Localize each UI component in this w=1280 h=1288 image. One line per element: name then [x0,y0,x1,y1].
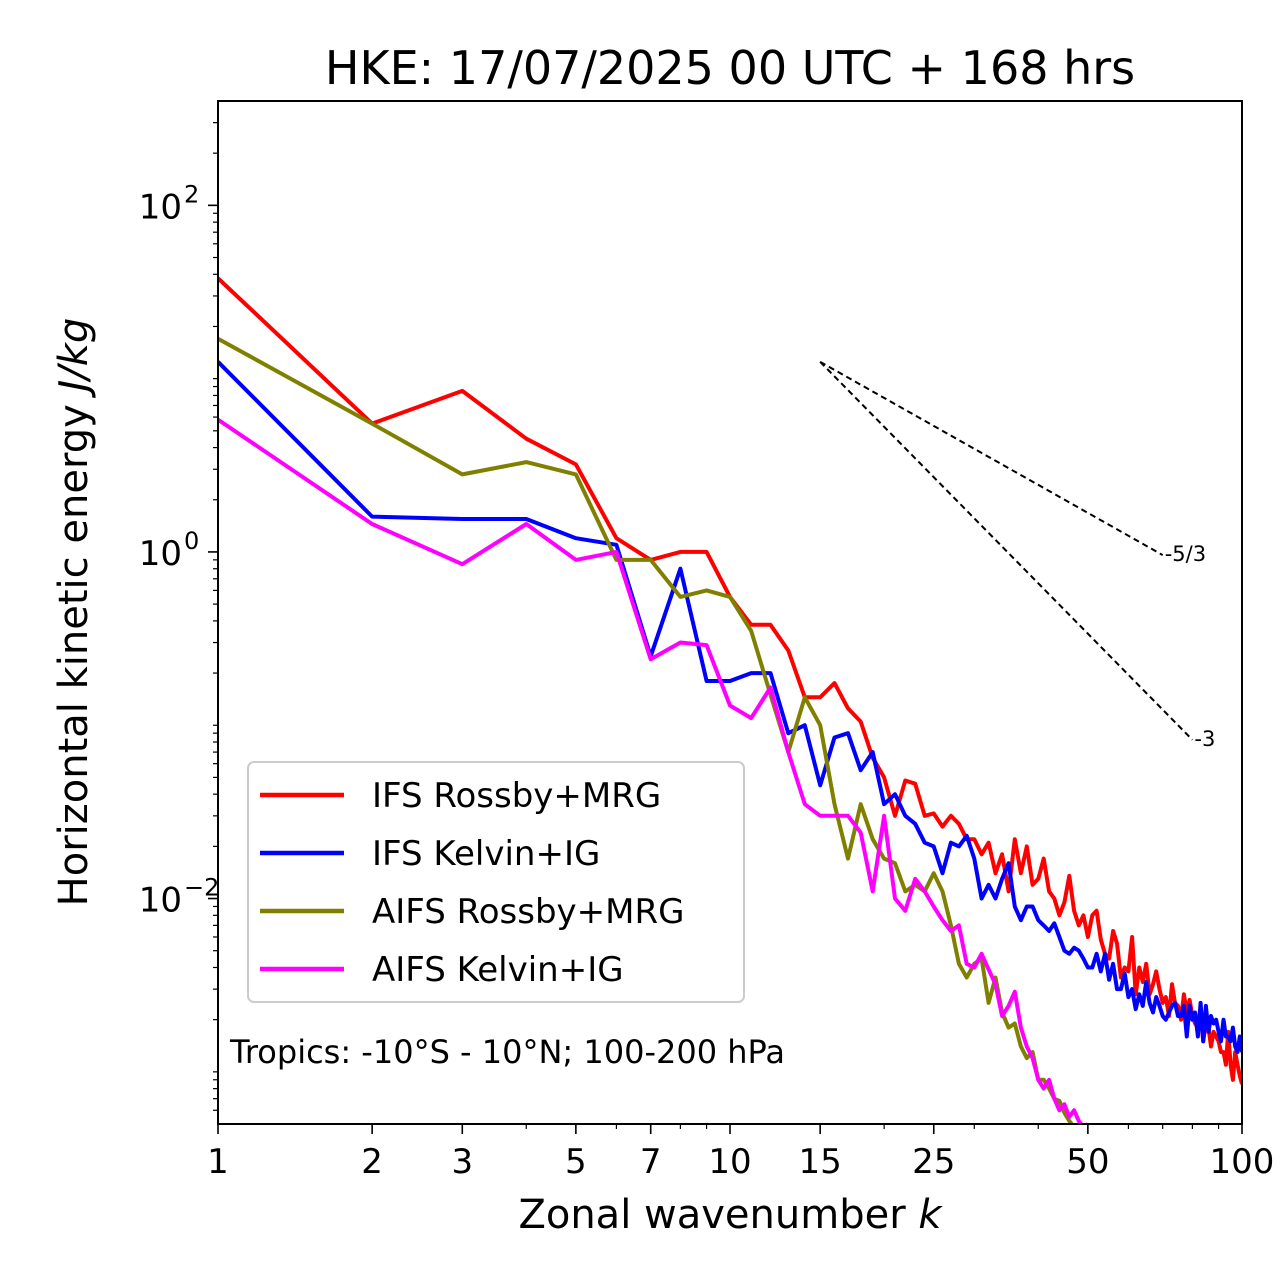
y-tick-exponent: 0 [184,527,199,555]
y-tick-label: 100 [139,527,200,574]
chart-title: HKE: 17/07/2025 00 UTC + 168 hrs [325,41,1135,95]
x-tick-label: 100 [1210,1142,1275,1182]
x-tick-label: 3 [451,1142,473,1182]
y-tick-base: 10 [139,187,182,227]
y-axis-label-unit: J/kg [51,318,97,399]
y-tick-label: 10−2 [139,874,220,921]
x-axis-label: Zonal wavenumber k [518,1192,943,1238]
legend-label: AIFS Kelvin+IG [372,950,624,990]
y-tick-exponent: 2 [184,180,199,208]
x-axis-label-variable: k [918,1192,943,1238]
series-line [218,417,1088,1124]
series-line [218,360,1242,1055]
y-tick-exponent: −2 [184,874,219,902]
reference-slope-lines: -5/3 -3 [819,360,1215,751]
y-tick-base: 10 [139,881,182,921]
x-tick-label: 25 [912,1142,955,1182]
x-tick-label: 1 [207,1142,229,1182]
region-annotation: Tropics: -10°S - 10°N; 100-200 hPa [229,1033,785,1071]
reference-line-label: -3 [1194,727,1215,751]
series-lines [218,276,1242,1124]
x-tick-label: 2 [361,1142,383,1182]
reference-line [819,360,1164,556]
legend-items: IFS Rossby+MRG IFS Kelvin+IG AIFS Rossby+M… [260,776,684,990]
x-tick-label: 5 [565,1142,587,1182]
reference-line-label: -5/3 [1165,542,1206,566]
legend-box [247,761,745,1003]
x-tick-label: 50 [1066,1142,1109,1182]
legend: IFS Rossby+MRG IFS Kelvin+IG AIFS Rossby+M… [247,761,745,1003]
y-axis-label: Horizontal kinetic energy J/kg [51,318,97,907]
reference-line [819,361,1194,741]
y-axis-label-text: Horizontal kinetic energy [51,392,97,907]
legend-label: AIFS Rossby+MRG [372,892,684,932]
series-line [218,336,1075,1124]
x-axis-label-text: Zonal wavenumber [518,1192,918,1238]
legend-label: IFS Rossby+MRG [372,776,661,816]
x-tick-label: 7 [640,1142,662,1182]
x-tick-label: 10 [708,1142,751,1182]
x-axis: 1 2 3 5 7 10 15 25 50 100 [207,1124,1274,1182]
y-tick-base: 10 [139,534,182,574]
legend-label: IFS Kelvin+IG [372,834,600,874]
x-tick-label: 15 [799,1142,842,1182]
y-tick-label: 102 [139,180,200,227]
